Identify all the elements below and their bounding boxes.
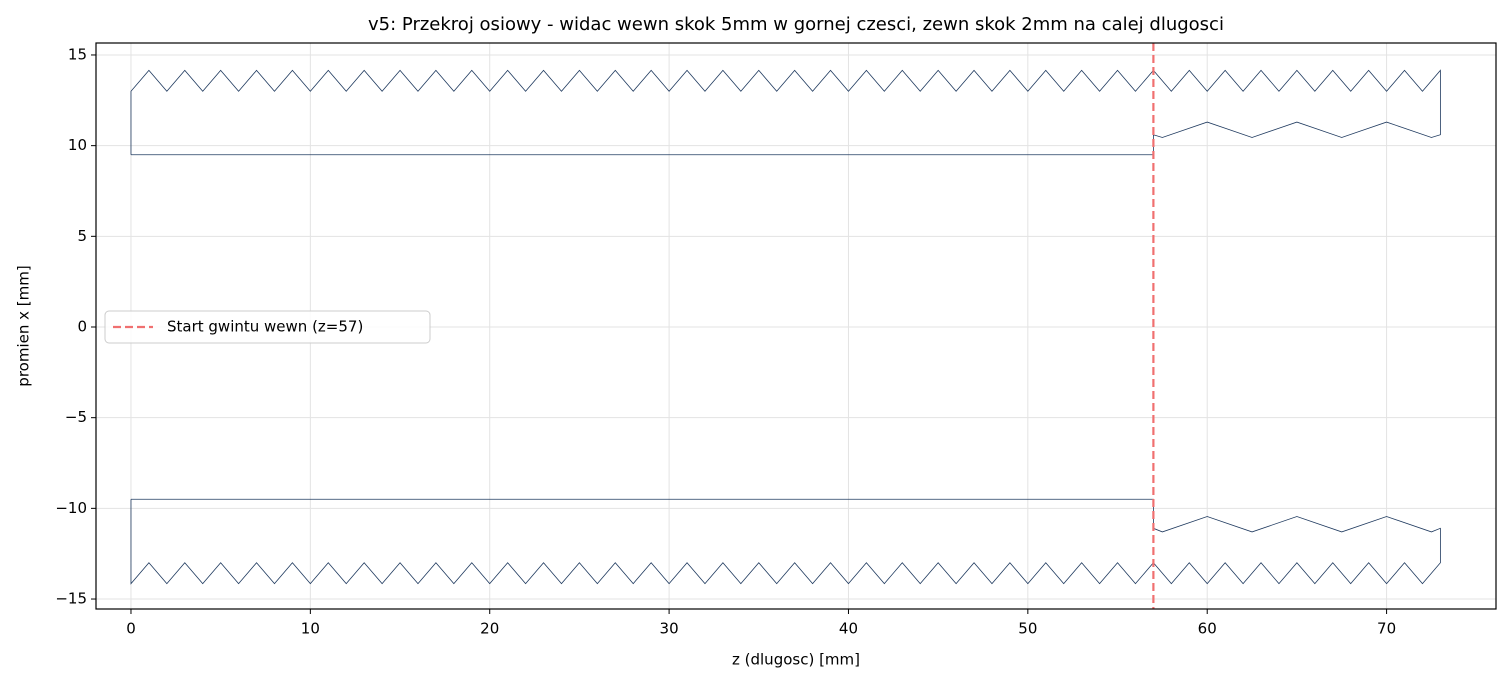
legend-box bbox=[104, 310, 431, 344]
y-tick-label: −10 bbox=[55, 499, 87, 517]
y-tick-label: 10 bbox=[68, 136, 87, 154]
y-tick-label: 5 bbox=[77, 227, 87, 245]
x-tick-label: 10 bbox=[301, 620, 320, 638]
chart-title: v5: Przekroj osiowy - widac wewn skok 5m… bbox=[368, 14, 1224, 35]
x-tick-label: 0 bbox=[126, 620, 136, 638]
y-tick-label: −5 bbox=[65, 408, 87, 426]
legend-label: Start gwintu wewn (z=57) bbox=[167, 318, 363, 336]
axes-frame bbox=[95, 42, 1497, 610]
y-tick-label: 0 bbox=[77, 317, 87, 335]
y-tick-label: 15 bbox=[68, 45, 87, 63]
x-tick-label: 60 bbox=[1198, 620, 1217, 638]
x-tick-label: 50 bbox=[1018, 620, 1037, 638]
x-tick-label: 20 bbox=[480, 620, 499, 638]
x-tick-label: 30 bbox=[660, 620, 679, 638]
x-axis-label: z (dlugosc) [mm] bbox=[732, 651, 860, 669]
profile-line bbox=[130, 69, 1441, 156]
y-axis-label: promien x [mm] bbox=[15, 265, 33, 386]
profile-line bbox=[130, 498, 1441, 585]
x-tick-label: 40 bbox=[839, 620, 858, 638]
y-tick-label: −15 bbox=[55, 590, 87, 608]
x-tick-label: 70 bbox=[1377, 620, 1396, 638]
